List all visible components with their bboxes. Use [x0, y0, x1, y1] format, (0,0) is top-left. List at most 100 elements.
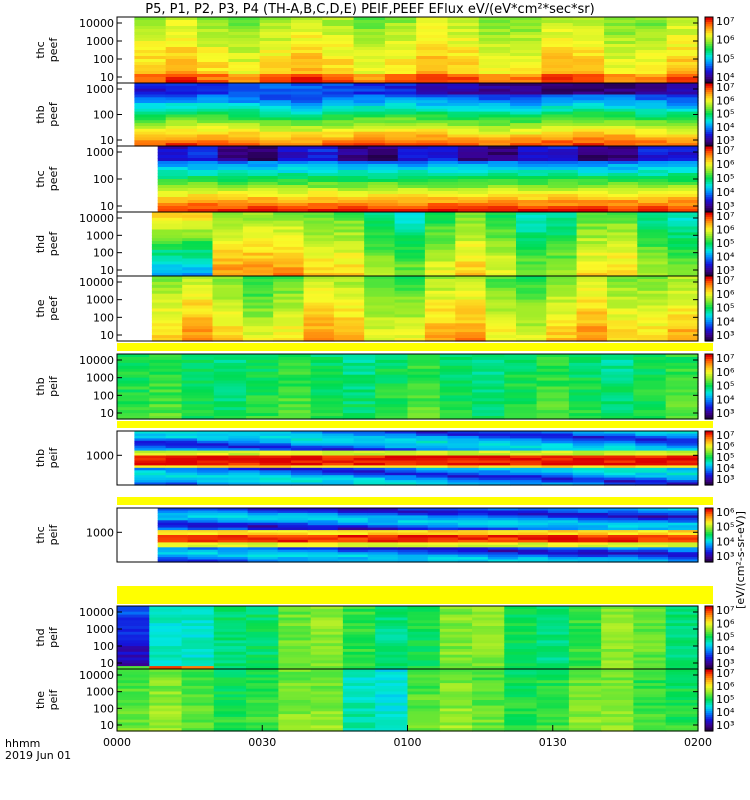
- spectrogram-cell: [472, 702, 505, 707]
- spectrogram-cell: [516, 308, 547, 313]
- colorbar-cell: [705, 170, 713, 173]
- spectrogram-cell: [439, 651, 473, 656]
- spectrogram-cell: [197, 472, 229, 476]
- spectrogram-cell: [424, 299, 456, 304]
- spectrogram-cell: [541, 62, 574, 66]
- spectrogram-cell: [504, 683, 538, 687]
- spectrogram-cell: [546, 232, 578, 236]
- spectrogram-cell: [149, 722, 183, 726]
- spectrogram-cell: [416, 128, 449, 133]
- spectrogram-cell: [259, 440, 292, 444]
- spectrogram-cell: [516, 241, 547, 245]
- spectrogram-cell: [607, 515, 639, 519]
- spectrogram-cell: [273, 311, 305, 316]
- spectrogram-cell: [439, 410, 473, 414]
- colorbar-cell: [705, 358, 713, 362]
- spectrogram-cell: [568, 614, 602, 619]
- spectrogram-cell: [397, 161, 429, 165]
- spectrogram-cell: [247, 173, 279, 177]
- spectrogram-cell: [333, 329, 365, 333]
- spectrogram-cell: [277, 557, 309, 561]
- spectrogram-cell: [212, 252, 244, 257]
- colorbar-cell: [705, 662, 713, 666]
- spectrogram-cell: [457, 527, 489, 531]
- spectrogram-cell: [487, 170, 519, 174]
- spectrogram-cell: [149, 697, 183, 701]
- x-tick-label: 0130: [539, 736, 567, 749]
- colorbar-tick-label: 10⁵: [716, 451, 734, 464]
- spectrogram-cell: [213, 628, 247, 633]
- spectrogram-cell: [665, 407, 699, 411]
- spectrogram-cell: [478, 29, 511, 33]
- spectrogram-cell: [487, 152, 519, 156]
- spectrogram-cell: [367, 557, 399, 561]
- spectrogram-cell: [384, 472, 417, 476]
- spectrogram-cell: [666, 111, 699, 116]
- spectrogram-cell: [424, 320, 456, 324]
- spectrogram-cell: [601, 389, 635, 394]
- spectrogram-cell: [322, 41, 355, 45]
- spectrogram-cell: [472, 691, 505, 695]
- spectrogram-cell: [637, 335, 669, 339]
- spectrogram-cell: [333, 249, 365, 254]
- spectrogram-cell: [572, 465, 605, 469]
- spectrogram-cell: [510, 111, 542, 116]
- spectrogram-cell: [668, 515, 699, 519]
- spectrogram-cell: [510, 134, 542, 138]
- spectrogram-cell: [149, 669, 183, 673]
- spectrogram-cell: [228, 62, 261, 66]
- spectrogram-cell: [455, 302, 487, 307]
- spectrogram-cell: [367, 522, 399, 526]
- spectrogram-cell: [637, 299, 669, 304]
- spectrogram-cell: [510, 41, 542, 45]
- y-tick-label: 10: [100, 407, 114, 420]
- colorbar-cell: [705, 718, 713, 722]
- spectrogram-cell: [187, 197, 219, 201]
- spectrogram-cell: [165, 453, 198, 457]
- colorbar-cell: [705, 656, 713, 660]
- spectrogram-cell: [604, 458, 636, 462]
- spectrogram-cell: [607, 296, 638, 301]
- spectrogram-cell: [197, 480, 229, 484]
- spectrogram-cell: [181, 398, 215, 402]
- spectrogram-cell: [397, 525, 429, 529]
- spectrogram-cell: [303, 279, 335, 283]
- spectrogram-cell: [246, 631, 279, 636]
- spectrogram-cell: [637, 217, 669, 222]
- spectrogram-cell: [635, 465, 668, 469]
- spectrogram-cell: [394, 244, 426, 248]
- spectrogram-cell: [247, 510, 279, 514]
- spectrogram-cell: [353, 134, 386, 138]
- spectrogram-cell: [638, 510, 669, 514]
- spectrogram-cell: [485, 261, 517, 265]
- spectrogram-cell: [546, 311, 578, 316]
- spectrogram-cell: [342, 620, 376, 624]
- spectrogram-cell: [134, 134, 167, 138]
- spectrogram-cell: [424, 338, 456, 342]
- spectrogram-cell: [604, 20, 636, 24]
- spectrogram-cell: [472, 688, 505, 693]
- spectrogram-cell: [247, 164, 279, 168]
- spectrogram-cell: [572, 480, 605, 484]
- spectrogram-cell: [197, 85, 229, 90]
- spectrogram-cell: [353, 38, 386, 42]
- spectrogram-cell: [568, 623, 602, 627]
- spectrogram-cell: [427, 194, 459, 198]
- spectrogram-cell: [212, 305, 244, 310]
- spectrogram-cell: [342, 716, 376, 721]
- spectrogram-cell: [572, 94, 605, 98]
- colorbar-cell: [705, 258, 713, 262]
- spectrogram-cell: [228, 83, 261, 87]
- spectrogram-cell: [510, 88, 542, 93]
- spectrogram-cell: [259, 44, 292, 48]
- spectrogram-cell: [541, 80, 574, 84]
- spectrogram-cell: [353, 94, 386, 98]
- colorbar-cell: [705, 192, 713, 195]
- spectrogram-cell: [134, 462, 167, 466]
- spectrogram-cell: [416, 94, 449, 98]
- colorbar-cell: [705, 63, 713, 66]
- spectrogram-cell: [273, 244, 305, 248]
- spectrogram-cell: [638, 152, 669, 156]
- spectrogram-cell: [212, 235, 244, 239]
- colorbar-cell: [705, 83, 713, 86]
